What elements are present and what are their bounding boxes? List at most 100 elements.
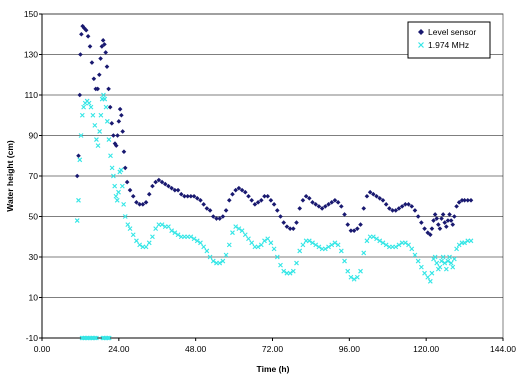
data-point <box>146 240 152 246</box>
series-level-sensor <box>74 23 474 238</box>
data-point <box>94 137 99 142</box>
data-point <box>412 252 418 258</box>
data-point <box>162 181 168 187</box>
data-point <box>354 274 360 280</box>
data-point <box>390 208 395 213</box>
data-point <box>137 242 143 248</box>
data-point <box>122 214 128 219</box>
data-point <box>102 42 107 47</box>
data-point <box>175 187 181 193</box>
data-point <box>191 236 197 242</box>
data-point <box>230 191 235 197</box>
data-point <box>74 173 80 179</box>
data-point <box>310 240 315 246</box>
data-point <box>122 165 128 171</box>
data-point <box>322 246 328 252</box>
data-point <box>125 222 131 227</box>
data-point <box>306 238 312 244</box>
data-point <box>89 60 95 65</box>
data-point <box>103 50 109 55</box>
data-point <box>94 335 99 341</box>
data-point <box>468 238 474 244</box>
data-point <box>393 208 399 213</box>
data-point <box>175 232 181 238</box>
data-point <box>153 226 159 232</box>
data-point <box>429 226 435 231</box>
data-point <box>465 198 471 203</box>
data-point <box>332 198 338 203</box>
data-point <box>252 202 258 207</box>
data-point <box>242 232 248 238</box>
data-point <box>278 262 283 268</box>
data-point <box>348 274 354 280</box>
data-point <box>113 193 119 199</box>
data-point <box>364 238 370 244</box>
data-point <box>432 212 438 217</box>
data-point <box>429 270 435 276</box>
series-1-974-mhz <box>74 92 474 341</box>
x-tick-labels: 0.00 24.00 48.00 72.00 96.00 120.00 144.00 <box>34 344 517 354</box>
data-point <box>201 244 207 250</box>
data-point <box>83 27 89 33</box>
data-point <box>454 204 459 209</box>
data-point <box>297 206 303 211</box>
data-point <box>415 214 421 219</box>
data-point <box>113 143 119 148</box>
legend-box <box>407 21 491 59</box>
data-point <box>361 250 367 256</box>
data-point <box>143 244 149 250</box>
legend-label-level-sensor: Level sensor <box>428 27 476 37</box>
data-point <box>188 193 194 199</box>
data-point <box>103 104 109 110</box>
data-point <box>415 258 421 264</box>
data-point <box>284 224 290 229</box>
data-point <box>239 187 245 193</box>
data-point <box>78 52 83 57</box>
data-point <box>436 222 441 227</box>
y-tick-label: 30 <box>29 252 39 262</box>
data-point <box>268 198 274 203</box>
data-point <box>111 133 116 138</box>
data-point <box>265 193 270 199</box>
data-point <box>172 230 178 236</box>
data-point <box>406 242 411 248</box>
data-point <box>445 218 451 223</box>
data-point <box>198 240 203 246</box>
y-tick-label: -10 <box>26 333 39 343</box>
data-point <box>121 201 127 207</box>
data-point <box>468 198 474 203</box>
data-point <box>140 202 146 207</box>
data-point <box>383 242 389 248</box>
data-point <box>371 191 376 197</box>
data-point <box>271 246 277 252</box>
data-point <box>383 202 389 207</box>
data-point <box>246 193 251 199</box>
data-point <box>111 173 116 179</box>
data-point <box>403 202 408 207</box>
data-point <box>432 254 438 260</box>
y-tick-label: 50 <box>29 212 39 222</box>
data-point <box>178 191 184 197</box>
data-point <box>323 204 328 209</box>
data-point <box>207 208 213 213</box>
x-tick-label: 72.00 <box>262 344 284 354</box>
y-tick-label: 130 <box>24 50 38 60</box>
y-tick-label: 90 <box>29 131 39 141</box>
data-point <box>281 220 287 225</box>
data-point <box>88 104 94 110</box>
data-point <box>106 335 112 341</box>
data-point <box>454 246 459 252</box>
data-point <box>74 218 80 223</box>
data-point <box>95 143 101 149</box>
data-point <box>210 258 216 264</box>
data-point <box>456 200 462 205</box>
data-point <box>104 64 110 69</box>
data-point <box>233 187 238 193</box>
data-point <box>77 92 83 98</box>
data-point <box>166 224 171 230</box>
data-point <box>169 185 174 191</box>
data-point <box>127 226 133 232</box>
data-point <box>294 260 299 266</box>
data-point <box>396 206 402 211</box>
data-point <box>412 208 418 213</box>
